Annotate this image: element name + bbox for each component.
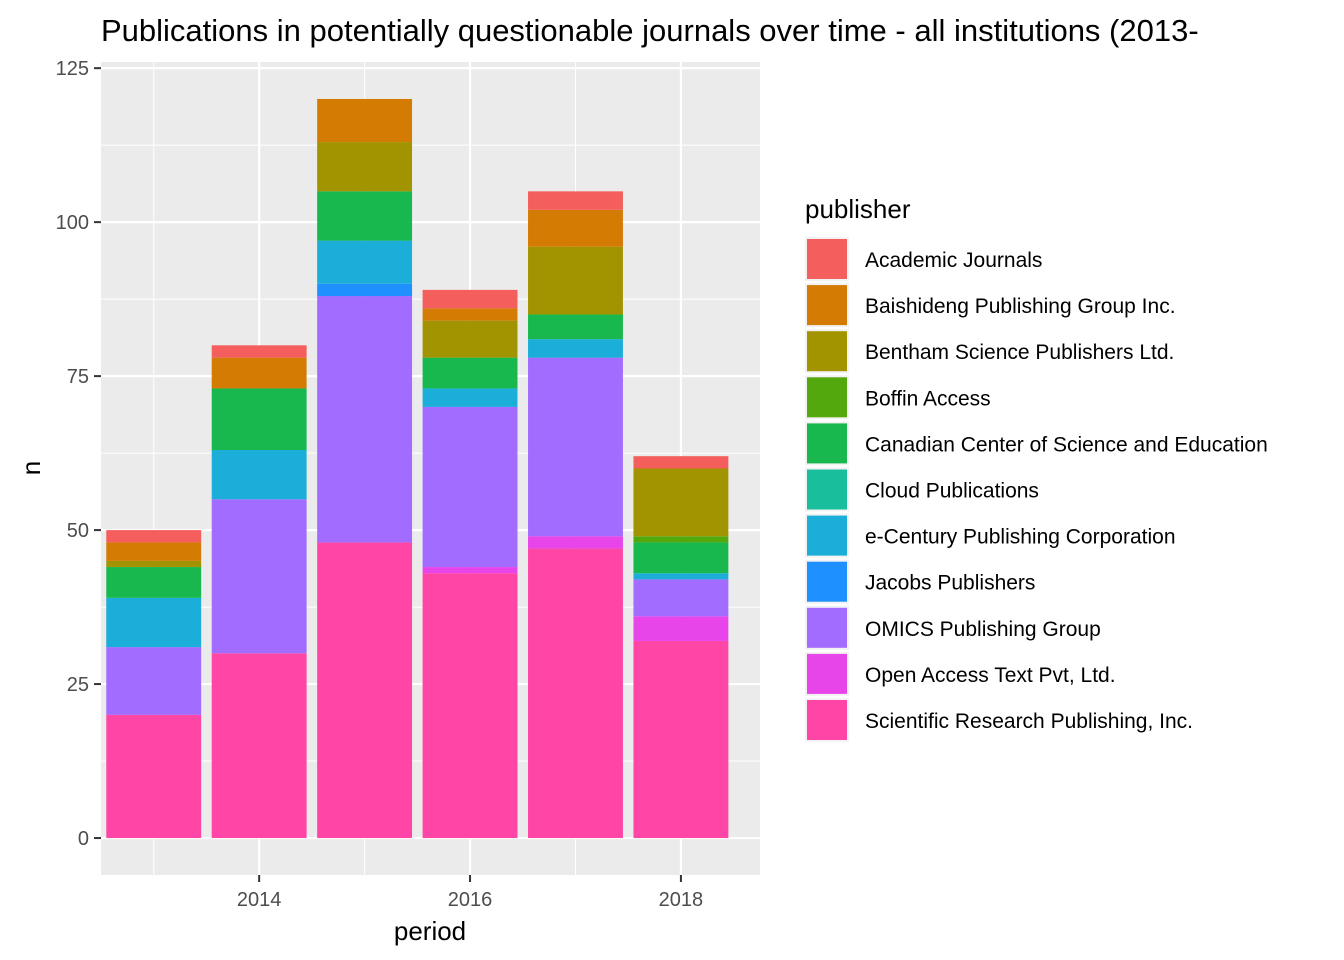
bar-segment-2013-bentham-science-publishers-ltd: [106, 560, 202, 568]
x-axis: 2014 2016 2018: [237, 875, 703, 911]
bar-segment-2017-canadian-center-of-science-and-education: [528, 314, 623, 340]
bar-segment-2015-canadian-center-of-science-and-education: [317, 191, 413, 241]
x-tick-label: 2014: [237, 889, 282, 911]
legend-swatch-omics-publishing-group: [807, 607, 847, 648]
legend-label-omics-publishing-group: OMICS Publishing Group: [865, 618, 1101, 641]
y-tick-label: 25: [67, 674, 89, 696]
legend: publisher Academic Journals Baishideng Pu…: [805, 194, 1268, 742]
y-tick-label: 50: [67, 520, 89, 542]
bar-segment-2018-scientific-research-publishing-inc: [633, 640, 729, 839]
bar-segment-2013-scientific-research-publishing-inc: [106, 714, 202, 839]
y-tick-label: 100: [56, 212, 89, 234]
bar-segment-2015-bentham-science-publishers-ltd: [317, 142, 413, 192]
bars: [106, 98, 729, 839]
legend-label-cloud-publications: Cloud Publications: [865, 480, 1039, 503]
bar-segment-2013-baishideng-publishing-group-inc: [106, 542, 202, 561]
bar-segment-2013-academic-journals: [106, 530, 202, 543]
bar-segment-2014-baishideng-publishing-group-inc: [211, 357, 307, 389]
bar-segment-2016-scientific-research-publishing-inc: [422, 573, 518, 839]
bar-segment-2013-omics-publishing-group: [106, 647, 202, 715]
bar-segment-2017-baishideng-publishing-group-inc: [528, 209, 623, 247]
x-tick-label: 2016: [448, 889, 493, 911]
y-tick-label: 125: [56, 58, 89, 80]
legend-label-scientific-research-publishing-inc: Scientific Research Publishing, Inc.: [865, 710, 1193, 733]
bar-segment-2018-bentham-science-publishers-ltd: [633, 468, 729, 537]
bar-segment-2017-e-century-publishing-corporation: [528, 339, 623, 358]
bar-segment-2016-open-access-text-pvt-ltd: [422, 567, 518, 574]
legend-label-jacobs-publishers: Jacobs Publishers: [865, 572, 1035, 595]
bar-segment-2013-canadian-center-of-science-and-education: [106, 567, 202, 598]
legend-label-open-access-text-pvt-ltd: Open Access Text Pvt, Ltd.: [865, 664, 1116, 687]
legend-label-e-century-publishing-corporation: e-Century Publishing Corporation: [865, 526, 1176, 549]
legend-swatch-jacobs-publishers: [807, 561, 847, 602]
bar-segment-2017-omics-publishing-group: [528, 357, 623, 537]
bar-segment-2016-academic-journals: [422, 289, 518, 309]
legend-swatch-academic-journals: [807, 239, 847, 279]
bar-segment-2015-omics-publishing-group: [317, 296, 413, 543]
bar-segment-2017-academic-journals: [528, 191, 623, 210]
legend-swatch-boffin-access: [807, 377, 847, 418]
bar-segment-2014-academic-journals: [211, 345, 307, 358]
legend-swatch-baishideng-publishing-group-inc: [807, 285, 847, 326]
y-tick-label: 75: [67, 366, 89, 388]
x-tick-label: 2018: [659, 889, 704, 911]
bar-segment-2014-omics-publishing-group: [211, 499, 307, 654]
legend-label-boffin-access: Boffin Access: [865, 387, 991, 410]
bar-segment-2018-e-century-publishing-corporation: [633, 573, 729, 580]
legend-label-bentham-science-publishers-ltd: Bentham Science Publishers Ltd.: [865, 341, 1174, 364]
bar-segment-2016-canadian-center-of-science-and-education: [422, 357, 518, 389]
legend-swatch-e-century-publishing-corporation: [807, 515, 847, 556]
bar-segment-2017-bentham-science-publishers-ltd: [528, 246, 623, 315]
legend-swatch-scientific-research-publishing-inc: [807, 700, 847, 740]
x-axis-title: period: [394, 916, 466, 946]
bar-segment-2013-e-century-publishing-corporation: [106, 597, 202, 648]
bar-segment-2018-boffin-access: [633, 536, 729, 543]
y-axis: 0 25 50 75 100 125: [56, 58, 101, 850]
chart-title: Publications in potentially questionable…: [101, 13, 1199, 48]
bar-segment-2015-baishideng-publishing-group-inc: [317, 98, 413, 143]
bar-segment-2018-academic-journals: [633, 456, 729, 469]
legend-swatch-open-access-text-pvt-ltd: [807, 653, 847, 694]
bar-segment-2018-canadian-center-of-science-and-education: [633, 542, 729, 574]
bar-segment-2014-e-century-publishing-corporation: [211, 450, 307, 500]
bar-segment-2016-omics-publishing-group: [422, 406, 518, 568]
bar-segment-2017-scientific-research-publishing-inc: [528, 548, 623, 839]
bar-segment-2014-canadian-center-of-science-and-education: [211, 388, 307, 451]
bar-segment-2016-e-century-publishing-corporation: [422, 388, 518, 407]
legend-label-canadian-center-of-science-and-education: Canadian Center of Science and Education: [865, 433, 1268, 456]
legend-label-academic-journals: Academic Journals: [865, 249, 1042, 272]
legend-swatch-canadian-center-of-science-and-education: [807, 423, 847, 464]
legend-title: publisher: [805, 194, 911, 224]
bar-segment-2016-bentham-science-publishers-ltd: [422, 320, 518, 358]
bar-segment-2015-scientific-research-publishing-inc: [317, 542, 413, 839]
bar-segment-2018-omics-publishing-group: [633, 579, 729, 617]
bar-segment-2016-baishideng-publishing-group-inc: [422, 308, 518, 321]
bar-segment-2015-e-century-publishing-corporation: [317, 240, 413, 284]
bar-segment-2018-open-access-text-pvt-ltd: [633, 616, 729, 641]
legend-swatch-bentham-science-publishers-ltd: [807, 331, 847, 372]
legend-label-baishideng-publishing-group-inc: Baishideng Publishing Group Inc.: [865, 295, 1176, 318]
legend-swatch-cloud-publications: [807, 469, 847, 510]
bar-segment-2017-open-access-text-pvt-ltd: [528, 536, 623, 549]
bar-segment-2015-jacobs-publishers: [317, 283, 413, 297]
y-axis-title: n: [16, 461, 46, 475]
y-tick-label: 0: [78, 828, 89, 850]
bar-segment-2014-scientific-research-publishing-inc: [211, 653, 307, 839]
